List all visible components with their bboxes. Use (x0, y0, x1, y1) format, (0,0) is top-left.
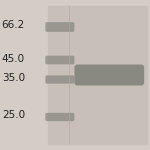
Text: 45.0: 45.0 (2, 54, 25, 63)
Text: 66.2: 66.2 (2, 21, 25, 30)
Text: 35.0: 35.0 (2, 73, 25, 83)
FancyBboxPatch shape (45, 75, 74, 84)
FancyBboxPatch shape (74, 64, 144, 86)
Bar (48, 6, 147, 144)
Text: 25.0: 25.0 (2, 111, 25, 120)
FancyBboxPatch shape (45, 113, 74, 121)
FancyBboxPatch shape (45, 56, 74, 64)
FancyBboxPatch shape (45, 22, 74, 32)
